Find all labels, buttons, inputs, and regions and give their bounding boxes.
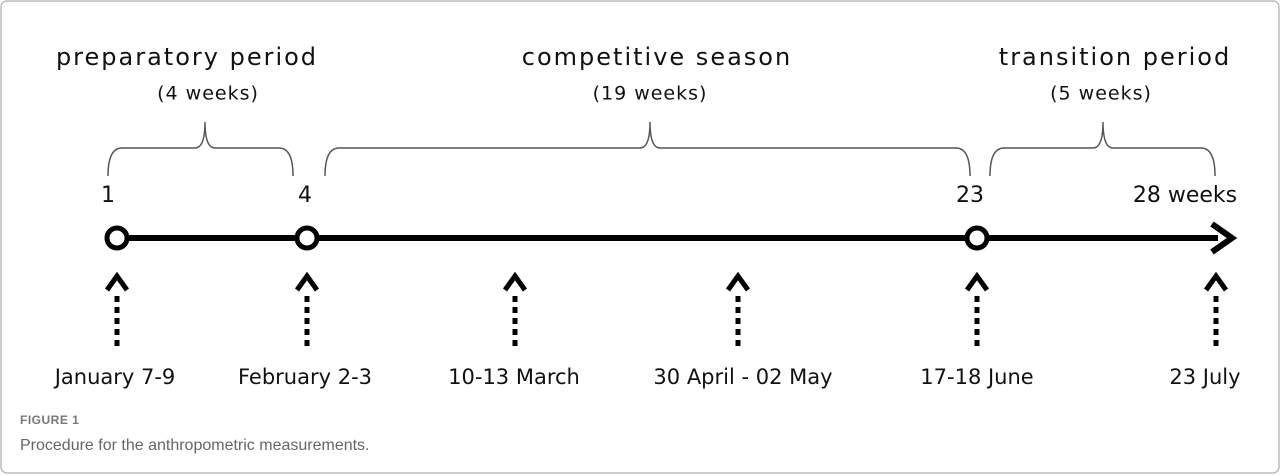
week-node xyxy=(294,225,320,251)
week-node xyxy=(964,225,990,251)
period-duration: (4 weeks) xyxy=(157,83,259,105)
timeline-arrowhead xyxy=(1210,221,1238,255)
week-label: 4 xyxy=(298,183,312,208)
measurement-date: 17-18 June xyxy=(920,365,1033,389)
measurement-date: 23 July xyxy=(1169,365,1240,389)
period-duration: (19 weeks) xyxy=(593,83,708,105)
arrow-head xyxy=(294,271,320,292)
arrow-head xyxy=(104,271,130,292)
brace xyxy=(989,121,1216,177)
week-label: 28 weeks xyxy=(1133,183,1237,208)
figure-caption: Procedure for the anthropometric measure… xyxy=(20,437,370,454)
arrow-head xyxy=(964,271,990,292)
period-duration: (5 weeks) xyxy=(1050,83,1152,105)
period-name: transition period xyxy=(999,43,1231,71)
arrow-head xyxy=(1203,271,1229,292)
week-label: 1 xyxy=(101,183,115,208)
brace xyxy=(324,121,971,177)
measurement-date: 30 April - 02 May xyxy=(653,365,832,389)
period-name: competitive season xyxy=(522,43,792,71)
arrow-head xyxy=(502,271,528,292)
week-label: 23 xyxy=(956,183,984,208)
period-name: preparatory period xyxy=(56,43,318,71)
week-node xyxy=(104,225,130,251)
measurement-date: 10-13 March xyxy=(448,365,580,389)
arrow-head xyxy=(725,271,751,292)
measurement-date: January 7-9 xyxy=(53,365,176,389)
figure-label: FIGURE 1 xyxy=(20,413,79,427)
measurement-date: February 2-3 xyxy=(238,365,372,389)
brace xyxy=(107,121,294,177)
